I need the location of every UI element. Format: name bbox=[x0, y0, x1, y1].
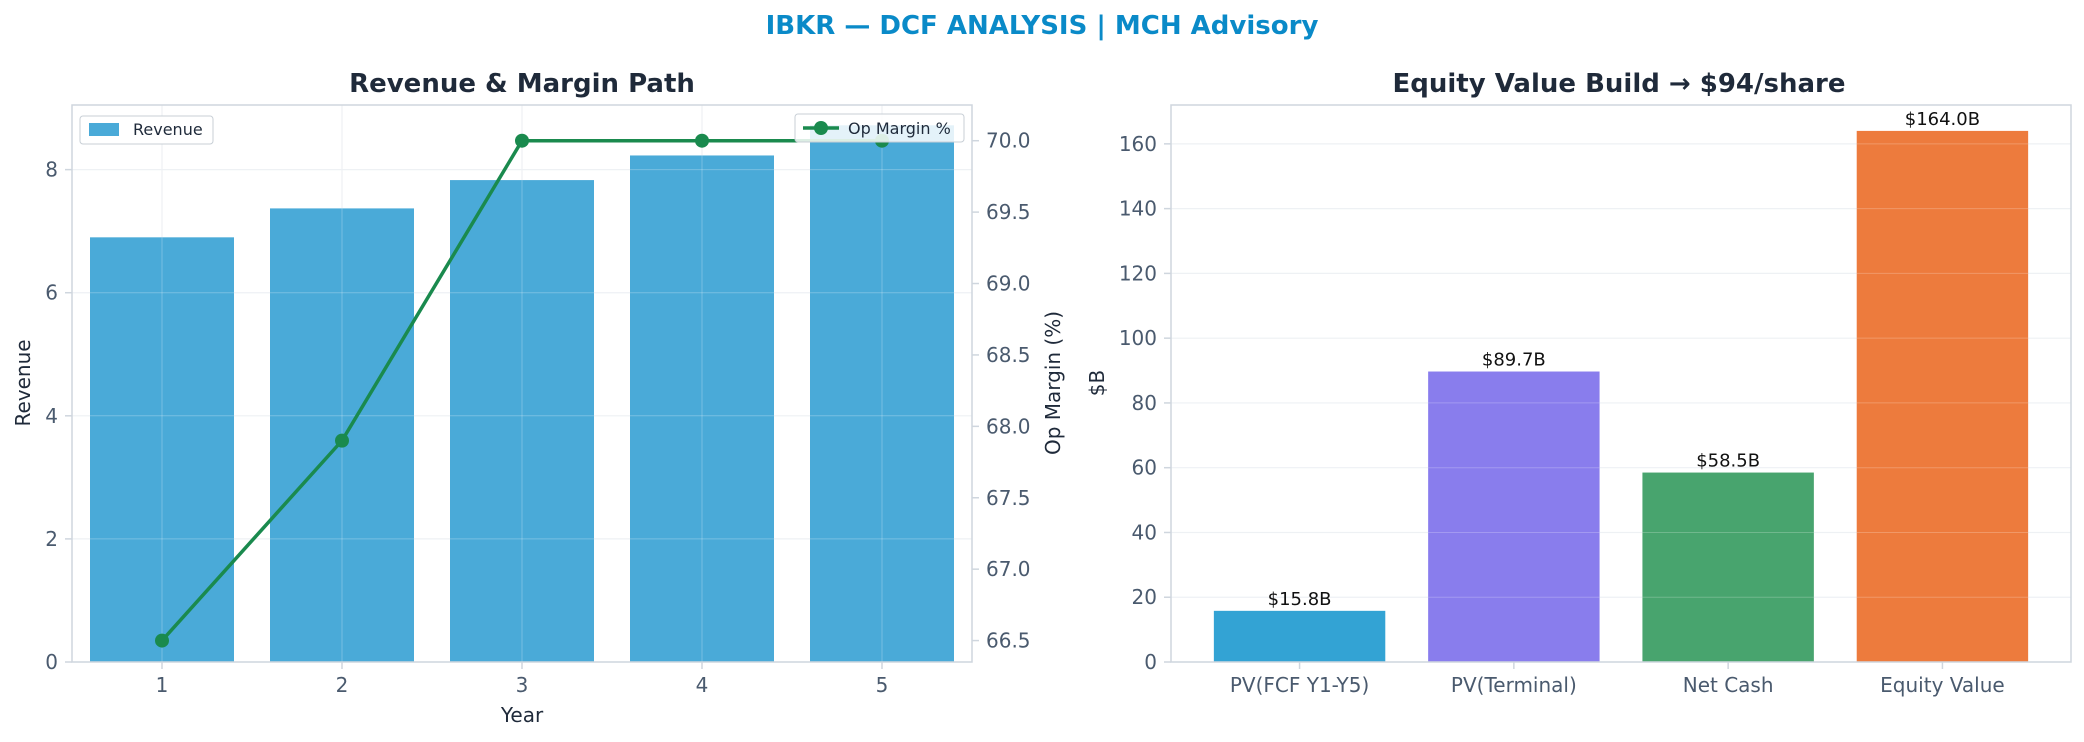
equity-bar bbox=[1213, 610, 1386, 662]
revenue-margin-chart: Revenue & Margin Path 1 2 3 4 5 0 2 4 6 8 66.5 67… bbox=[11, 69, 1065, 727]
chart1-y2-label: Op Margin (%) bbox=[1041, 311, 1065, 455]
equity-bar-data-label: $89.7B bbox=[1482, 350, 1546, 371]
chart1-x-tick-label: 4 bbox=[696, 673, 709, 697]
margin-point bbox=[695, 133, 709, 148]
chart2-x-ticks: PV(FCF Y1-Y5) PV(Terminal) Net Cash Equity … bbox=[1230, 662, 2005, 697]
chart1-x-tick-label: 1 bbox=[156, 673, 169, 697]
chart1-y2-tick-label: 68.0 bbox=[986, 414, 1031, 438]
revenue-bar bbox=[630, 155, 774, 662]
chart1-y-tick-label: 4 bbox=[45, 404, 58, 428]
chart2-y-tick-label: 60 bbox=[1132, 456, 1157, 480]
chart1-y-tick-label: 2 bbox=[45, 527, 58, 551]
chart2-y-ticks: 0 20 40 60 80 100 120 140 160 bbox=[1119, 132, 1171, 674]
chart2-y-label: $B bbox=[1085, 370, 1109, 396]
chart1-x-tick-label: 3 bbox=[516, 673, 529, 697]
chart1-y2-tick-label: 66.5 bbox=[986, 629, 1031, 653]
chart2-title: Equity Value Build → $94/share bbox=[1393, 69, 1846, 99]
chart1-x-label: Year bbox=[500, 703, 544, 727]
chart2-x-tick-label: Equity Value bbox=[1880, 673, 2005, 697]
chart1-y-ticks: 0 2 4 6 8 bbox=[45, 158, 72, 674]
chart1-legend-revenue: Revenue bbox=[79, 115, 214, 145]
legend-revenue-label: Revenue bbox=[133, 120, 203, 139]
chart2-y-tick-label: 80 bbox=[1132, 391, 1157, 415]
chart1-y2-tick-label: 69.5 bbox=[986, 200, 1031, 224]
revenue-bar bbox=[450, 180, 594, 663]
chart2-y-tick-label: 140 bbox=[1119, 197, 1157, 221]
chart1-y-tick-label: 0 bbox=[45, 650, 58, 674]
equity-bar bbox=[1642, 472, 1814, 662]
equity-value-chart: Equity Value Build → $94/share $15.8B $89… bbox=[1085, 69, 2072, 697]
legend-revenue-swatch bbox=[89, 123, 119, 136]
margin-point bbox=[335, 433, 349, 448]
chart2-y-tick-label: 40 bbox=[1132, 520, 1157, 544]
chart1-y2-tick-label: 67.0 bbox=[986, 557, 1031, 581]
legend-margin-label: Op Margin % bbox=[848, 119, 951, 138]
chart1-x-tick-label: 5 bbox=[876, 673, 889, 697]
chart1-y2-tick-label: 68.5 bbox=[986, 343, 1031, 367]
chart2-bars: $15.8B $89.7B $58.5B $164.0B bbox=[1213, 109, 2029, 662]
chart1-bars bbox=[90, 125, 954, 663]
equity-bar bbox=[1856, 130, 2029, 662]
chart2-x-tick-label: PV(FCF Y1-Y5) bbox=[1230, 673, 1369, 697]
equity-bar-data-label: $58.5B bbox=[1696, 451, 1760, 472]
chart2-x-tick-label: Net Cash bbox=[1683, 673, 1774, 697]
chart1-y2-tick-label: 67.5 bbox=[986, 486, 1031, 510]
chart1-legend-margin: Op Margin % bbox=[794, 113, 965, 143]
chart1-y-tick-label: 6 bbox=[45, 281, 58, 305]
margin-point bbox=[155, 633, 169, 648]
chart1-y2-ticks: 66.5 67.0 67.5 68.0 68.5 69.0 69.5 70.0 bbox=[972, 129, 1031, 653]
chart1-y-label: Revenue bbox=[11, 339, 35, 426]
revenue-bar bbox=[90, 237, 234, 662]
equity-bar-data-label: $15.8B bbox=[1268, 589, 1332, 610]
chart2-y-tick-label: 0 bbox=[1144, 650, 1157, 674]
legend-margin-marker bbox=[814, 121, 828, 135]
equity-bar-data-label: $164.0B bbox=[1905, 109, 1980, 130]
chart2-y-tick-label: 100 bbox=[1119, 326, 1157, 350]
chart2-y-tick-label: 120 bbox=[1119, 261, 1157, 285]
chart1-title: Revenue & Margin Path bbox=[349, 69, 695, 99]
chart1-y2-tick-label: 69.0 bbox=[986, 272, 1031, 296]
chart1-x-ticks: 1 2 3 4 5 bbox=[156, 662, 889, 697]
chart1-x-tick-label: 2 bbox=[336, 673, 349, 697]
revenue-bar bbox=[810, 125, 954, 663]
chart2-y-tick-label: 20 bbox=[1132, 585, 1157, 609]
chart2-y-tick-label: 160 bbox=[1119, 132, 1157, 156]
figure-title: IBKR — DCF ANALYSIS | MCH Advisory bbox=[766, 11, 1319, 41]
chart2-frame bbox=[1170, 104, 2072, 663]
chart1-y2-tick-label: 70.0 bbox=[986, 129, 1031, 153]
chart2-x-tick-label: PV(Terminal) bbox=[1451, 673, 1577, 697]
margin-point bbox=[515, 133, 529, 148]
equity-bar bbox=[1428, 371, 1600, 662]
chart1-y-tick-label: 8 bbox=[45, 158, 58, 182]
